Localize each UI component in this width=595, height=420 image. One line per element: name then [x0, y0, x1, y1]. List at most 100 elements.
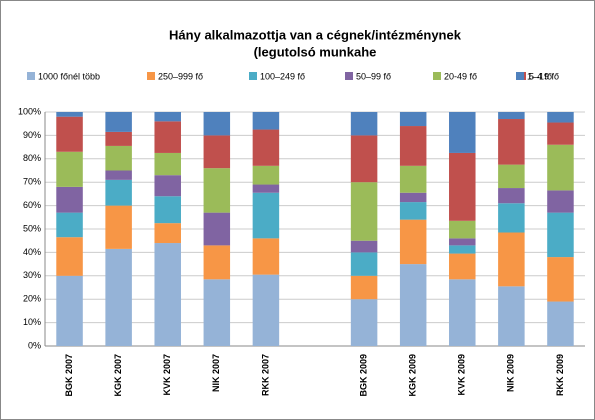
bar-segment [449, 253, 476, 280]
bar-segment [203, 168, 231, 213]
legend-swatch [27, 72, 35, 80]
bar-segment [399, 165, 427, 193]
bar-segment [154, 243, 181, 346]
bar-segment [449, 220, 476, 239]
y-tick-label: 60% [23, 200, 41, 210]
bar-segment [350, 135, 378, 183]
y-tick-label: 30% [23, 270, 41, 280]
bar-segment [399, 192, 427, 203]
bar-segment [252, 165, 280, 185]
bar-segment [203, 279, 231, 346]
x-tick-label: KVK 2007 [162, 354, 172, 396]
bar-segment [498, 119, 525, 165]
x-tick-label: NIK 2007 [211, 354, 221, 392]
x-tick-label: NIK 2009 [506, 354, 516, 392]
y-tick-label: 10% [23, 317, 41, 327]
bar-segment [154, 152, 181, 176]
bar-segment [350, 112, 378, 136]
bar-segment [56, 116, 83, 152]
bar-segment [449, 112, 476, 153]
bar-segment [399, 264, 427, 346]
bar-segment [252, 238, 280, 275]
bar-segment [252, 112, 280, 130]
bar-segment [154, 196, 181, 224]
bar-segment [154, 121, 181, 153]
bar-segment [547, 144, 574, 191]
bar-segment [56, 275, 83, 346]
bar-segment [105, 112, 132, 132]
legend-label: 1000 főnél több [38, 71, 100, 81]
bar-segment [350, 252, 378, 276]
y-tick-label: 70% [23, 177, 41, 187]
bar-segment [547, 112, 574, 123]
bar-segment [56, 212, 83, 238]
bar-segment [498, 164, 525, 189]
x-tick-label: RKK 2007 [260, 354, 270, 396]
bar-segment [547, 301, 574, 346]
x-tick-label: BGK 2009 [358, 354, 368, 397]
bar-segment [105, 145, 132, 171]
bar-segment [105, 205, 132, 249]
bar-segment [449, 152, 476, 221]
legend-label: 250–999 fő [158, 71, 203, 81]
legend-label: 20-49 fő [444, 71, 477, 81]
bar-segment [252, 129, 280, 166]
bar-segment [350, 275, 378, 300]
bar-segment [252, 274, 280, 346]
bar-segment [498, 188, 525, 204]
bar-segment [203, 245, 231, 280]
bar-segment [498, 112, 525, 120]
bar-segment [252, 184, 280, 193]
bar-segment [154, 175, 181, 197]
y-tick-label: 90% [23, 130, 41, 140]
bar-segment [498, 232, 525, 287]
bar-segment [547, 190, 574, 213]
bar-segment [350, 182, 378, 241]
y-tick-label: 20% [23, 294, 41, 304]
x-tick-label: KGK 2007 [113, 354, 123, 397]
bar-segment [203, 135, 231, 169]
bar-segment [105, 131, 132, 146]
legend-swatch [147, 72, 155, 80]
legend-swatch [345, 72, 353, 80]
y-tick-label: 0% [28, 340, 41, 350]
bar-segment [203, 112, 231, 136]
bar-segment [105, 248, 132, 346]
legend-swatch [516, 72, 524, 80]
legend-swatch [249, 72, 257, 80]
bar-segment [203, 212, 231, 246]
bar-segment [449, 245, 476, 254]
bar-segment [252, 192, 280, 239]
legend-label: 50–99 fő [356, 71, 391, 81]
bar-segment [56, 237, 83, 276]
bar-segment [56, 112, 83, 117]
bar-segment [105, 179, 132, 206]
chart-title: (legutolsó munkahe [254, 44, 377, 59]
bar-segment [498, 286, 525, 346]
bar-segment [498, 203, 525, 233]
bar-segment [350, 240, 378, 253]
bar-segment [399, 219, 427, 265]
bar-segment [547, 122, 574, 145]
x-tick-label: RKK 2009 [555, 354, 565, 396]
bar-segment [105, 170, 132, 180]
y-tick-label: 100% [18, 106, 41, 116]
x-tick-label: KGK 2009 [408, 354, 418, 397]
bar-segment [154, 223, 181, 244]
legend-swatch [433, 72, 441, 80]
bar-segment [449, 238, 476, 246]
bar-segment [547, 257, 574, 302]
bar-segment [547, 212, 574, 258]
x-tick-label: KVK 2009 [457, 354, 467, 396]
legend-label: 100–249 fő [260, 71, 305, 81]
bar-segment [56, 186, 83, 213]
legend-label: 1–4 fő [527, 71, 552, 81]
bar-segment [154, 112, 181, 122]
legend-label: 5–19 fő [529, 71, 559, 81]
bar-segment [350, 299, 378, 346]
bar-segment [56, 151, 83, 187]
bar-segment [399, 202, 427, 220]
y-tick-label: 40% [23, 247, 41, 257]
